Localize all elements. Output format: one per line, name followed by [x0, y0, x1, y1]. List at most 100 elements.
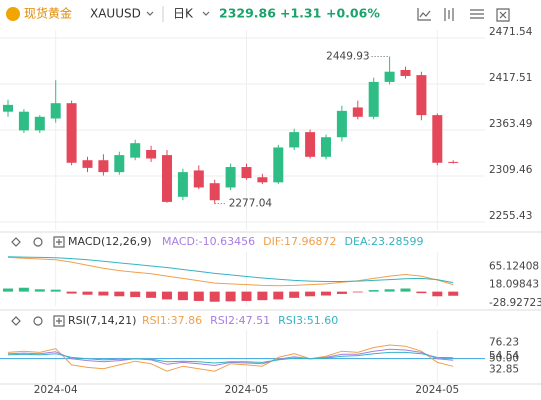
symbol[interactable]: XAUUSD — [90, 7, 141, 21]
candle-body — [257, 177, 268, 183]
macd-bar — [34, 289, 45, 292]
candle-body — [34, 116, 45, 131]
x-tick-label: 2024-04 — [34, 384, 78, 396]
candle-body — [193, 170, 204, 188]
gold-icon — [6, 7, 20, 21]
candle-body — [321, 137, 331, 157]
macd-bar — [114, 291, 125, 297]
candle-body — [209, 183, 220, 201]
indicator-line — [7, 344, 454, 372]
candle-body — [400, 70, 411, 76]
macd-bar — [130, 291, 141, 298]
candle-body — [336, 110, 347, 138]
period[interactable]: 日K — [173, 7, 194, 21]
add-icon[interactable] — [53, 236, 65, 248]
legend-entry: RSI1:37.86 — [142, 314, 202, 327]
candle-body — [114, 155, 125, 173]
macd-bar — [146, 291, 157, 298]
macd-bar — [368, 290, 379, 292]
macd-bar — [82, 291, 93, 295]
macd-toolbar — [11, 236, 65, 248]
x-tick-label: 2024-05 — [225, 384, 269, 396]
candle-body — [241, 167, 252, 179]
candle-body — [305, 132, 316, 157]
macd-bar — [273, 291, 284, 300]
gear-icon[interactable] — [33, 316, 43, 326]
candle-body — [432, 115, 443, 163]
macd-bar — [400, 288, 411, 292]
settings-tool[interactable] — [470, 9, 484, 19]
macd-bar — [448, 291, 459, 296]
indicator-line — [7, 351, 454, 364]
macd-bar — [193, 291, 204, 301]
candle-body — [18, 111, 29, 131]
candle-body — [50, 103, 61, 119]
y-tick-label: 2363.49 — [489, 118, 532, 130]
y-tick-label: 2255.43 — [489, 210, 532, 222]
indicator-line — [7, 256, 454, 284]
fullscreen-tool[interactable] — [496, 8, 510, 22]
candle-body — [225, 167, 236, 188]
add-icon[interactable] — [53, 315, 65, 327]
dropdown-arrow[interactable] — [146, 11, 154, 16]
y-tick-label: 18.09843 — [489, 279, 539, 291]
y-tick-label: 54.54 — [489, 350, 519, 362]
candle-body — [273, 147, 284, 183]
y-tick-label: 50.00 — [489, 353, 519, 365]
macd-bar — [241, 291, 252, 301]
toolbar — [417, 8, 510, 22]
add-plus — [56, 318, 62, 324]
add-plus — [56, 239, 62, 245]
macd-bar — [384, 289, 395, 292]
macd-bar — [98, 291, 109, 296]
y-tick-label: 2417.51 — [489, 72, 532, 84]
macd-bar — [225, 291, 236, 302]
candle-body — [384, 71, 395, 82]
panel-title: MACD(12,26,9) — [68, 235, 152, 248]
change-pct: +0.06% — [326, 6, 380, 21]
macd-bar — [66, 291, 77, 294]
candle-body — [146, 150, 157, 159]
low-label: 2277.04 — [229, 198, 273, 210]
candle-body — [3, 104, 13, 112]
candle-body — [416, 75, 427, 116]
change: +1.31 — [280, 6, 321, 21]
legend-entry: RSI2:47.51 — [210, 314, 270, 327]
candle-body — [177, 172, 188, 197]
candle-body — [289, 132, 300, 148]
indicator-tool[interactable] — [444, 8, 454, 21]
legend-entry: MACD:-10.63456 — [162, 235, 255, 248]
symbol-cn: 现货黄金 — [24, 6, 72, 21]
header: 现货黄金 XAUUSD 日K 2329.86 +1.31 +0.06% — [6, 6, 510, 22]
eye-icon[interactable] — [11, 316, 21, 326]
eye-icon[interactable] — [11, 237, 21, 247]
macd-bar — [50, 289, 61, 292]
y-tick-label: 32.85 — [489, 363, 519, 375]
y-tick-label: 2471.54 — [489, 26, 533, 38]
price: 2329.86 — [219, 6, 276, 21]
macd-bar — [305, 291, 316, 297]
indicator-line — [7, 256, 454, 287]
gear-icon[interactable] — [33, 237, 43, 247]
draw-tool[interactable] — [417, 8, 431, 21]
candle-body — [82, 160, 93, 168]
candle-body — [352, 107, 363, 117]
period-arrow[interactable] — [202, 11, 210, 16]
macd-bar — [209, 291, 220, 302]
macd-bar — [352, 291, 363, 293]
candle-body — [162, 155, 172, 202]
y-tick-label: 76.23 — [489, 336, 519, 348]
rsi-toolbar — [11, 315, 65, 327]
macd-bar — [289, 291, 300, 298]
macd-bar — [3, 288, 13, 292]
y-tick-label: 2309.46 — [489, 164, 533, 176]
indicator-line — [7, 348, 454, 367]
macd-bar — [257, 291, 268, 301]
macd-bar — [18, 287, 29, 292]
macd-bar — [416, 291, 427, 294]
macd-bar — [162, 291, 172, 300]
candle-body — [98, 160, 109, 173]
high-label: 2449.93 — [326, 50, 369, 62]
